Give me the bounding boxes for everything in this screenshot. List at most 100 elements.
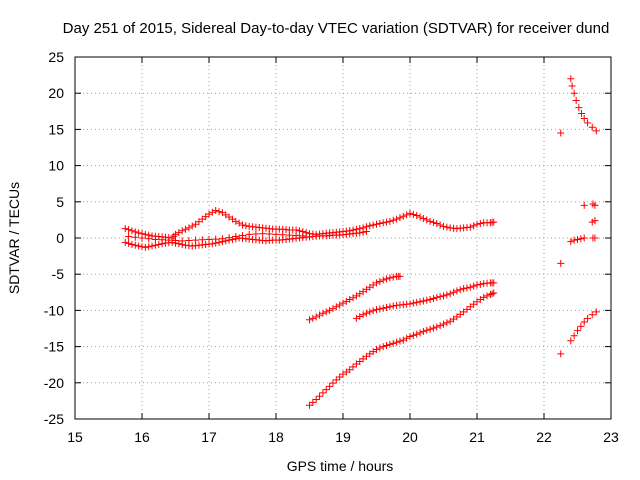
data-point	[379, 219, 387, 227]
data-point	[580, 115, 588, 123]
data-point	[440, 292, 447, 300]
data-point	[577, 322, 585, 330]
data-point	[592, 127, 600, 135]
series-3	[306, 272, 404, 324]
data-point	[329, 379, 337, 387]
data-point	[125, 233, 133, 241]
data-point	[453, 287, 461, 295]
data-point	[185, 224, 193, 232]
data-point	[165, 236, 173, 244]
data-point	[379, 343, 387, 351]
data-point	[406, 332, 414, 340]
data-point	[316, 311, 324, 319]
data-point	[272, 230, 280, 238]
data-point	[349, 294, 357, 302]
data-point	[373, 220, 380, 228]
data-point	[386, 217, 394, 225]
data-point	[373, 345, 380, 353]
data-point	[369, 221, 377, 229]
data-point	[205, 210, 213, 218]
chart-title: Day 251 of 2015, Sidereal Day-to-day VTE…	[63, 20, 610, 37]
y-tick-label: 20	[48, 85, 64, 101]
data-point	[557, 259, 565, 267]
y-tick-label: 25	[48, 49, 64, 65]
y-tick-label: 0	[56, 230, 64, 246]
data-point	[292, 231, 300, 239]
data-point	[416, 329, 424, 337]
data-point	[433, 323, 441, 331]
data-point	[245, 230, 253, 238]
plot-frame	[74, 56, 612, 420]
data-point	[135, 229, 143, 237]
data-point	[138, 234, 146, 242]
data-point	[265, 230, 273, 238]
x-tick-label: 21	[469, 429, 485, 445]
data-point	[339, 299, 347, 307]
data-point	[346, 366, 354, 374]
data-point	[306, 316, 313, 324]
data-point	[383, 342, 391, 350]
data-point	[215, 238, 223, 246]
x-tick-labels: 15 16 17 18 19 20 21 22 23	[67, 429, 619, 445]
data-point	[383, 218, 391, 226]
data-point	[252, 230, 260, 238]
data-point	[389, 302, 397, 310]
data-point	[580, 234, 588, 242]
data-point	[463, 284, 471, 292]
data-point	[239, 221, 246, 229]
data-point	[443, 291, 451, 299]
x-tick-label: 20	[402, 429, 418, 445]
x-tick-label: 19	[335, 429, 351, 445]
data-point	[403, 334, 411, 342]
series-2	[125, 230, 307, 245]
data-point	[483, 292, 491, 300]
data-point	[128, 227, 136, 235]
data-point	[393, 338, 401, 346]
data-point	[480, 293, 488, 301]
data-point	[399, 212, 407, 220]
data-point	[399, 336, 407, 344]
data-point	[383, 304, 391, 312]
data-point	[433, 293, 441, 301]
data-point	[185, 237, 193, 245]
data-point	[409, 210, 417, 218]
data-point	[376, 344, 384, 352]
data-point	[570, 332, 578, 340]
data-point	[342, 297, 350, 305]
data-point	[125, 226, 133, 234]
data-point	[578, 109, 586, 117]
data-point	[145, 243, 153, 251]
data-point	[316, 392, 324, 400]
x-axis-label: GPS time / hours	[287, 458, 394, 474]
data-point	[125, 239, 133, 247]
data-point	[356, 313, 364, 321]
data-point	[151, 235, 159, 243]
data-point	[175, 229, 183, 237]
data-point	[208, 240, 216, 248]
data-point	[198, 236, 206, 244]
data-point	[591, 201, 599, 209]
data-point	[373, 306, 380, 314]
data-point	[396, 337, 404, 345]
data-point	[409, 299, 417, 307]
data-point	[490, 289, 498, 297]
data-point	[406, 300, 414, 308]
data-point	[235, 219, 243, 227]
data-point	[212, 235, 220, 243]
data-point	[588, 311, 596, 319]
data-point	[309, 314, 317, 322]
data-point	[473, 281, 481, 289]
data-point	[476, 220, 484, 228]
y-tick-label: -25	[44, 411, 64, 427]
data-point	[309, 398, 317, 406]
x-tick-label: 17	[201, 429, 217, 445]
data-point	[319, 389, 327, 397]
data-point	[356, 229, 364, 237]
y-tick-label: 5	[56, 194, 64, 210]
data-point	[419, 214, 427, 222]
data-point	[574, 235, 581, 243]
data-point	[332, 376, 340, 384]
data-point	[148, 242, 156, 250]
data-point	[208, 208, 216, 216]
